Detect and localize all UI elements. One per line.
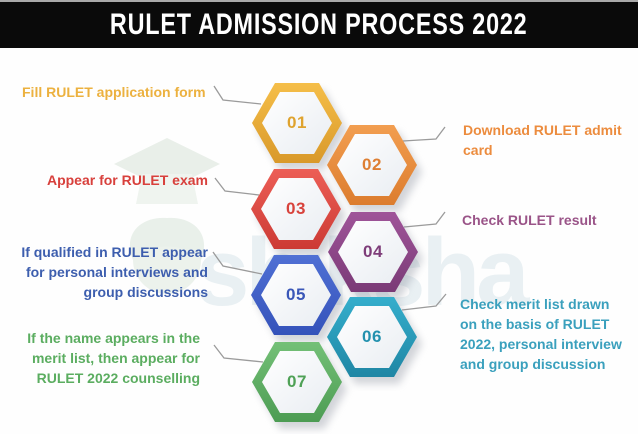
- page-title: RULET ADMISSION PROCESS 2022: [110, 8, 528, 41]
- title-banner: RULET ADMISSION PROCESS 2022: [0, 2, 638, 48]
- connector-step-1: [213, 85, 262, 105]
- connector-step-2: [402, 126, 446, 142]
- step-2-label: Download RULET admit card: [463, 122, 622, 158]
- step-7-hexagon: 07: [251, 341, 343, 423]
- hexagon-shape: [252, 83, 342, 163]
- step-6-number: 06: [362, 327, 382, 346]
- connector-step-7: [213, 344, 264, 363]
- hexagon-shape: [251, 169, 341, 249]
- step-7-label: If the name appears in the merit list, t…: [27, 330, 200, 386]
- connector-step-5: [212, 251, 263, 275]
- hexagon-shape: [327, 297, 417, 377]
- step-2-hexagon: 02: [326, 124, 418, 206]
- step-7-number: 07: [287, 372, 307, 391]
- hexagon-shape: [252, 342, 342, 422]
- step-1-label: Fill RULET application form: [22, 84, 206, 100]
- top-border-line: [0, 0, 638, 2]
- step-4-hexagon: 04: [327, 211, 419, 293]
- step-2-number: 02: [362, 155, 382, 174]
- hexagon-shape: [327, 125, 417, 205]
- step-6-hexagon: 06: [326, 296, 418, 378]
- step-5-hexagon: 05: [250, 254, 342, 336]
- step-3-number: 03: [286, 199, 306, 218]
- hexagon-shape: [251, 255, 341, 335]
- step-3-hexagon: 03: [250, 168, 342, 250]
- step-3-label: Appear for RULET exam: [46, 172, 208, 188]
- connector-step-3: [214, 177, 260, 196]
- step-6-label: Check merit list drawn on the basis of R…: [460, 296, 622, 372]
- step-1-number: 01: [287, 113, 307, 132]
- hexagon-shape: [328, 212, 418, 292]
- step-5-number: 05: [286, 285, 306, 304]
- connector-step-4: [403, 211, 446, 228]
- watermark-graduation-cap-icon: [114, 138, 220, 294]
- step-4-number: 04: [363, 242, 383, 261]
- step-4-label: Check RULET result: [462, 212, 597, 228]
- step-1-hexagon: 01: [251, 82, 343, 164]
- step-5-label: If qualified in RULET appear for persona…: [21, 244, 208, 300]
- connector-step-6: [401, 293, 447, 311]
